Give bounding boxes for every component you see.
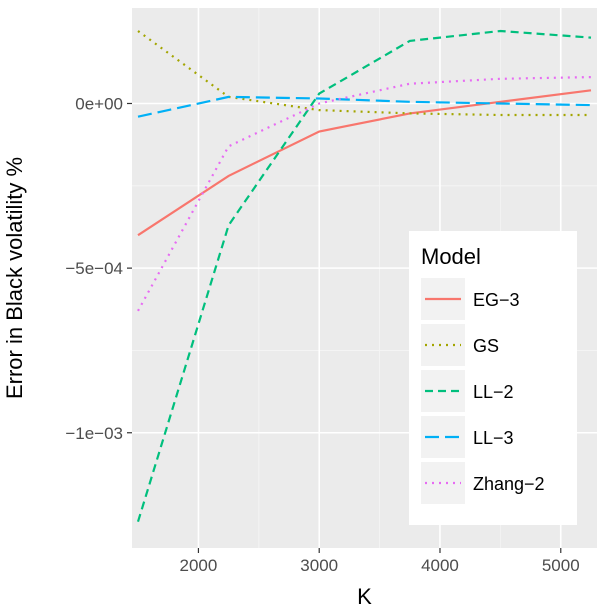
y-axis: −1e−03 −5e−04 0e+00 <box>65 94 132 443</box>
x-tick-label: 4000 <box>421 556 459 575</box>
y-tick-label: −1e−03 <box>65 424 123 443</box>
legend-items: EG−3 GS LL−2 LL−3 Zhang−2 <box>421 278 545 504</box>
x-tick-label: 5000 <box>542 556 580 575</box>
x-axis: 2000 3000 4000 5000 <box>180 548 580 575</box>
series-line-2 <box>136 29 592 523</box>
series-line-0 <box>137 89 592 237</box>
legend-label: LL−2 <box>473 382 514 402</box>
x-tick-label: 2000 <box>180 556 218 575</box>
series-line-1 <box>137 30 591 117</box>
x-axis-title: K <box>357 584 372 609</box>
legend-label: GS <box>473 336 499 356</box>
y-tick-label: 0e+00 <box>75 94 123 113</box>
series-lines <box>136 29 592 523</box>
legend-label: EG−3 <box>473 290 520 310</box>
legend-key-bg <box>421 462 465 504</box>
x-tick-label: 3000 <box>300 556 338 575</box>
y-axis-title: Error in Black volatility % <box>2 157 27 399</box>
legend-label: LL−3 <box>473 428 514 448</box>
legend-title: Model <box>421 244 481 269</box>
legend: Model EG−3 GS LL−2 LL−3 Zhang−2 <box>409 231 577 525</box>
series-line-3 <box>137 95 592 118</box>
legend-label: Zhang−2 <box>473 474 545 494</box>
y-tick-label: −5e−04 <box>65 259 123 278</box>
legend-key-bg <box>421 324 465 366</box>
